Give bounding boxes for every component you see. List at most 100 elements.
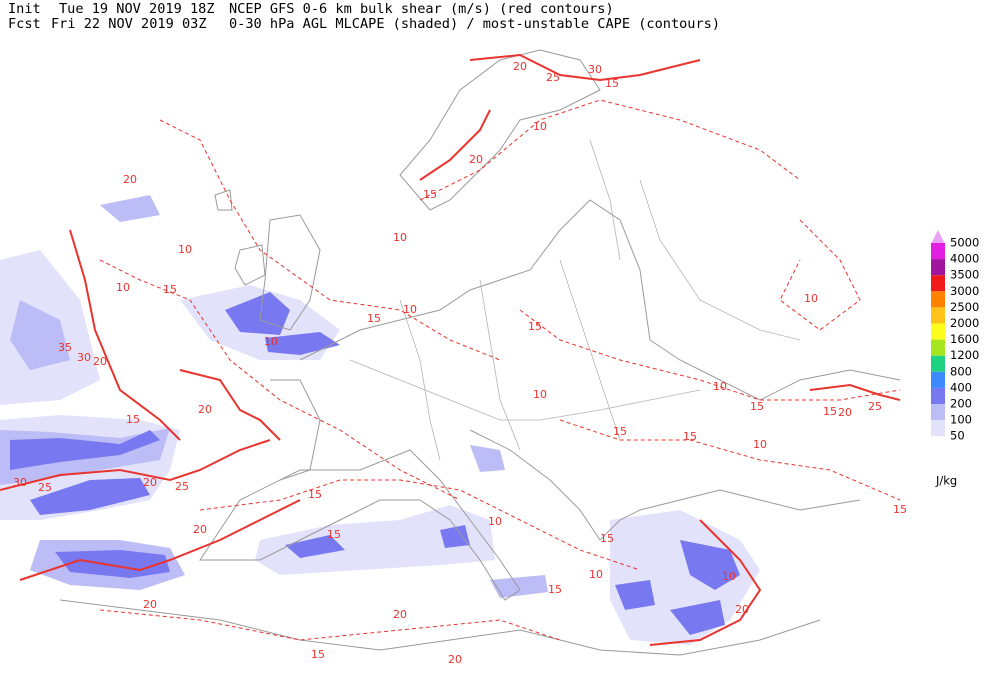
contour-label: 10 bbox=[178, 243, 192, 256]
contour-label: 20 bbox=[123, 173, 137, 186]
cape-area bbox=[30, 478, 150, 515]
legend-label: 3000 bbox=[950, 284, 979, 298]
legend-label: 50 bbox=[950, 429, 965, 443]
contour-label: 20 bbox=[469, 153, 483, 166]
header: Init Tue 19 NOV 2019 18Z NCEP GFS 0-6 km… bbox=[8, 1, 720, 32]
legend-swatch bbox=[931, 371, 945, 388]
contour-label: 20 bbox=[513, 60, 527, 73]
contour bbox=[99, 609, 561, 641]
contour-label: 10 bbox=[533, 388, 547, 401]
contour-label: 25 bbox=[38, 481, 52, 494]
contour-label: 20 bbox=[143, 598, 157, 611]
legend-swatch bbox=[931, 339, 945, 356]
contour bbox=[469, 53, 701, 82]
legend-swatch bbox=[931, 355, 945, 372]
contour-label: 20 bbox=[193, 523, 207, 536]
border bbox=[589, 139, 621, 261]
contour-label: 10 bbox=[403, 303, 417, 316]
contour-label: 20 bbox=[198, 403, 212, 416]
contour bbox=[779, 219, 861, 331]
legend-label: 100 bbox=[950, 413, 972, 427]
contour-label: 15 bbox=[367, 312, 381, 325]
contour bbox=[649, 519, 762, 646]
contour bbox=[159, 119, 501, 361]
legend-swatch bbox=[931, 259, 945, 276]
legend-swatch bbox=[931, 420, 945, 437]
contour-label: 10 bbox=[713, 380, 727, 393]
contour-label: 20 bbox=[393, 608, 407, 621]
init-label: Init bbox=[8, 1, 41, 17]
cape-area bbox=[470, 445, 505, 472]
contour-label: 20 bbox=[448, 653, 462, 666]
contour-label: 15 bbox=[893, 503, 907, 516]
legend-swatch bbox=[931, 243, 945, 260]
init-time: Tue 19 NOV 2019 18Z bbox=[59, 1, 215, 17]
contour-label: 15 bbox=[613, 425, 627, 438]
legend-label: 400 bbox=[950, 380, 972, 394]
legend-swatch bbox=[931, 230, 945, 244]
cape-area bbox=[615, 580, 655, 610]
contour-label: 10 bbox=[589, 568, 603, 581]
line2-title: 0-30 hPa AGL MLCAPE (shaded) / most-unst… bbox=[229, 16, 720, 32]
coastline bbox=[234, 244, 266, 286]
border bbox=[399, 299, 441, 461]
cape-area bbox=[100, 195, 160, 222]
contour-label: 30 bbox=[13, 476, 27, 489]
legend-label: 2000 bbox=[950, 316, 979, 330]
coastline bbox=[199, 449, 521, 601]
contour-label: 20 bbox=[838, 406, 852, 419]
contour bbox=[0, 439, 271, 491]
cape-area bbox=[670, 600, 725, 635]
contour-label: 20 bbox=[735, 603, 749, 616]
cape-area bbox=[10, 300, 70, 370]
contour-label: 20 bbox=[143, 476, 157, 489]
contour bbox=[419, 99, 801, 201]
border bbox=[349, 359, 701, 421]
legend-swatch bbox=[931, 275, 945, 292]
line1-title: NCEP GFS 0-6 km bulk shear (m/s) (red co… bbox=[229, 1, 614, 17]
contour-label: 35 bbox=[58, 341, 72, 354]
legend-label: 4000 bbox=[950, 252, 979, 266]
contour-label: 15 bbox=[163, 283, 177, 296]
geography bbox=[59, 49, 901, 656]
cape-area bbox=[55, 550, 170, 578]
contour-label: 10 bbox=[533, 120, 547, 133]
contour bbox=[559, 419, 901, 501]
contour-label: 15 bbox=[528, 320, 542, 333]
legend-label: 5000 bbox=[950, 236, 979, 250]
legend-swatch bbox=[931, 387, 945, 404]
contour-label: 15 bbox=[605, 77, 619, 90]
contour-label: 15 bbox=[548, 583, 562, 596]
contour-label: 10 bbox=[393, 231, 407, 244]
contour-label: 10 bbox=[116, 281, 130, 294]
coastline bbox=[299, 199, 901, 401]
contour bbox=[419, 109, 491, 181]
contour-label: 10 bbox=[488, 515, 502, 528]
legend-label: 200 bbox=[950, 397, 972, 411]
legend-label: 1200 bbox=[950, 348, 979, 362]
legend-swatch bbox=[931, 404, 945, 421]
contour-label: 15 bbox=[423, 188, 437, 201]
border bbox=[639, 179, 801, 341]
cape-shading bbox=[0, 195, 760, 645]
contour-label: 15 bbox=[683, 430, 697, 443]
contour-label: 10 bbox=[753, 438, 767, 451]
contour-label: 15 bbox=[750, 400, 764, 413]
contour-label: 25 bbox=[546, 71, 560, 84]
coastline bbox=[270, 379, 321, 481]
contour bbox=[179, 369, 281, 441]
contour-label: 15 bbox=[327, 528, 341, 541]
coastline bbox=[469, 429, 861, 541]
legend-unit: J/kg bbox=[935, 474, 957, 488]
legend-label: 2500 bbox=[950, 300, 979, 314]
contour-label: 20 bbox=[93, 355, 107, 368]
contour-label: 30 bbox=[77, 351, 91, 364]
border bbox=[559, 259, 621, 441]
contour-label: 15 bbox=[311, 648, 325, 661]
contour bbox=[69, 229, 181, 441]
cape-area bbox=[285, 535, 345, 558]
contour bbox=[519, 309, 901, 401]
